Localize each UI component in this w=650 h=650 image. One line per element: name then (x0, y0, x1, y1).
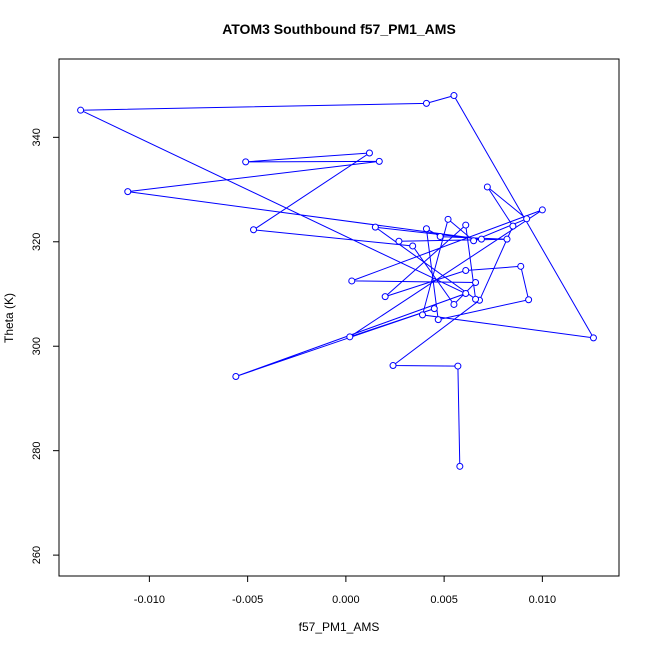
data-point (124, 188, 132, 196)
x-tick-label: 0.000 (332, 594, 360, 606)
y-tick-label: 320 (31, 233, 43, 251)
data-point (589, 334, 597, 342)
data-point (77, 106, 85, 114)
data-point (419, 311, 427, 319)
data-point (462, 221, 470, 229)
data-point (250, 226, 258, 234)
series-line (80, 95, 595, 467)
data-point (462, 289, 470, 297)
data-point (462, 267, 470, 274)
data-point (477, 235, 485, 243)
chart-title: ATOM3 Southbound f57_PM1_AMS (222, 21, 456, 37)
x-tick-label: 0.010 (529, 594, 557, 606)
data-layer (77, 92, 597, 470)
y-axis: 260 280 300 320 340 (31, 128, 60, 564)
data-point (450, 300, 458, 308)
y-tick-label: 340 (31, 128, 43, 146)
x-axis: -0.010 -0.005 0.000 0.005 0.010 (134, 575, 557, 606)
data-point (450, 92, 458, 100)
x-tick-label: -0.005 (232, 594, 263, 606)
data-point (483, 183, 491, 191)
data-point (381, 293, 389, 301)
data-point (409, 242, 417, 250)
data-point (375, 157, 383, 165)
data-point (538, 206, 546, 214)
y-axis-label: Theta (K) (2, 293, 16, 343)
data-point (470, 237, 478, 245)
data-point (346, 333, 354, 341)
data-point (472, 279, 480, 287)
data-point (348, 277, 356, 285)
data-point (434, 316, 442, 324)
data-point (454, 362, 462, 370)
data-point (422, 225, 430, 233)
data-point (365, 149, 373, 157)
data-point (503, 235, 511, 243)
plot-frame (58, 58, 620, 577)
data-point (395, 237, 403, 245)
data-point (389, 362, 397, 370)
y-tick-label: 300 (31, 337, 43, 355)
data-point (422, 99, 430, 107)
x-tick-label: 0.005 (430, 594, 458, 606)
data-point (232, 373, 240, 381)
data-point (444, 215, 452, 223)
data-point (456, 462, 464, 470)
data-point (517, 262, 525, 270)
data-point (436, 233, 444, 241)
x-tick-label: -0.010 (134, 594, 165, 606)
data-point (472, 295, 480, 303)
data-point (523, 215, 531, 223)
data-point (430, 305, 438, 313)
x-axis-label: f57_PM1_AMS (299, 620, 380, 634)
y-tick-label: 280 (31, 441, 43, 459)
data-point (371, 223, 379, 231)
data-point (509, 222, 517, 230)
data-point (242, 158, 250, 166)
data-point (525, 296, 533, 304)
y-tick-label: 260 (31, 546, 43, 564)
